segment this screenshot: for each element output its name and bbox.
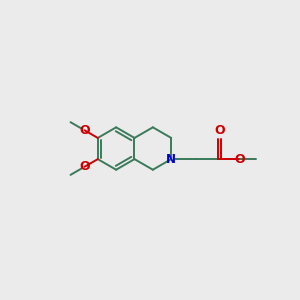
Text: O: O	[234, 153, 245, 166]
Text: N: N	[166, 153, 176, 166]
Text: O: O	[79, 124, 90, 137]
Text: O: O	[79, 160, 90, 173]
Text: O: O	[214, 124, 225, 137]
